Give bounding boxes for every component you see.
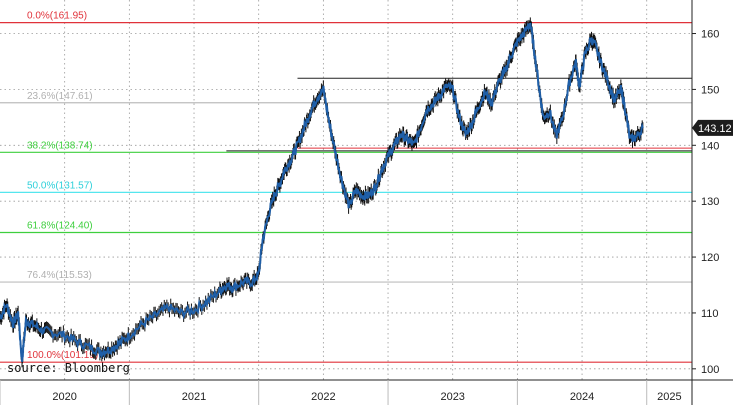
last-price-badge: [692, 119, 733, 136]
horizontal-reference-lines: [226, 77, 692, 152]
y-tick-label: 120: [701, 252, 719, 264]
y-axis-ticks: 100 110 120 130 140 150 160: [692, 29, 719, 376]
price-line: [0, 22, 644, 362]
fib-level-label: 23.6%(147.61): [27, 91, 93, 102]
x-tick-label: 2024: [570, 391, 594, 403]
last-price-label: 143.12: [698, 123, 732, 135]
x-axis-ticks: 2020 2021 2022 2023 2024 2025: [0, 380, 682, 405]
y-tick-label: 100: [701, 364, 719, 376]
fib-level-label: 76.4%(115.53): [27, 270, 92, 281]
fib-level-label: 50.0%(131.57): [27, 180, 93, 191]
fib-level-label: 100.0%(101.19): [27, 350, 98, 361]
y-tick-label: 140: [701, 140, 719, 152]
source-note: source: Bloomberg: [7, 361, 130, 375]
fib-level-label: 38.2%(138.74): [27, 140, 93, 151]
fib-level-label: 61.8%(124.40): [27, 220, 93, 231]
x-tick-label: 2022: [311, 391, 335, 403]
x-tick-label: 2025: [657, 391, 681, 403]
y-tick-label: 160: [701, 29, 719, 41]
grid-lines: [0, 0, 692, 380]
last-price-marker: 143.12: [692, 119, 733, 136]
y-tick-label: 150: [701, 84, 719, 96]
x-tick-label: 2021: [182, 391, 206, 403]
price-series: [0, 17, 644, 368]
y-tick-label: 130: [701, 196, 719, 208]
y-tick-label: 110: [701, 308, 719, 320]
x-tick-label: 2023: [440, 391, 464, 403]
fib-level-label: 0.0%(161.95): [27, 11, 87, 22]
x-tick-label: 2020: [52, 391, 76, 403]
